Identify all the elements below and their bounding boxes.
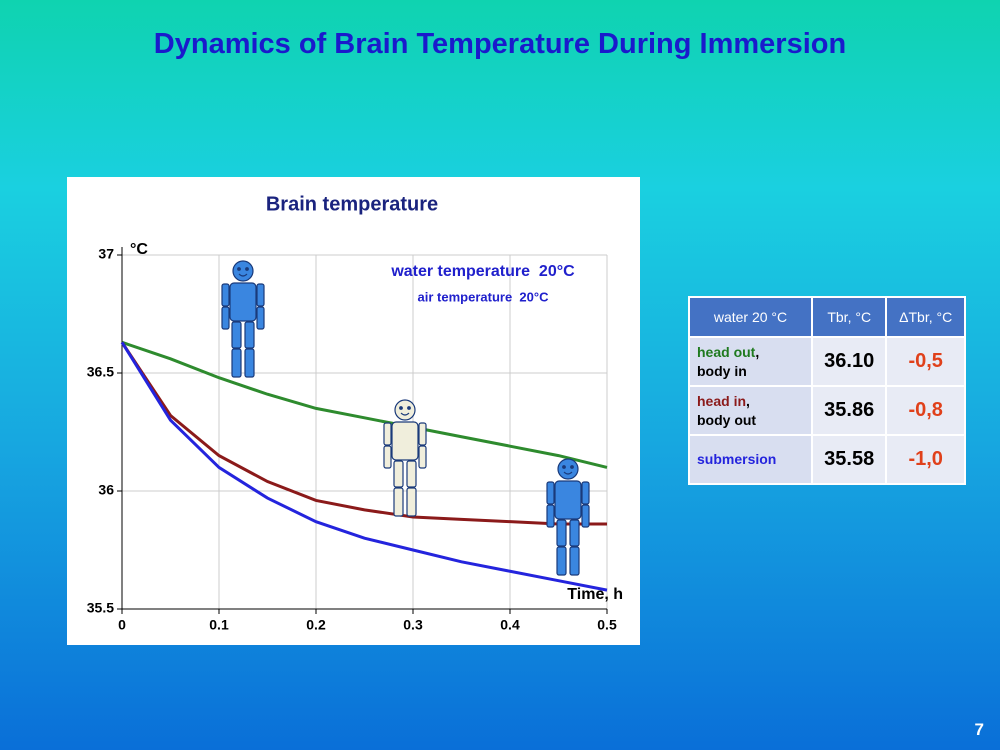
slide-title: Dynamics of Brain Temperature During Imm… xyxy=(153,28,847,60)
condition: submersion xyxy=(697,451,777,467)
plot-area: 35.5 36 36.5 37 0 0.1 0.2 0.3 0.4 0.5 xyxy=(87,246,617,633)
figure-submersion xyxy=(546,458,590,576)
page-number: 7 xyxy=(974,720,984,739)
y-tick-label: 36.5 xyxy=(87,364,114,380)
chart: 35.5 36 36.5 37 0 0.1 0.2 0.3 0.4 0.5 Brain tempe… xyxy=(67,177,640,645)
tbr-value: 35.58 xyxy=(810,434,888,485)
series-line xyxy=(120,341,607,526)
y-axis-label: °C xyxy=(130,241,148,258)
tbr-value: 35.86 xyxy=(810,385,888,436)
condition: head out xyxy=(697,343,756,360)
condition: head in xyxy=(697,392,747,409)
delta-value: -1,0 xyxy=(885,434,966,485)
condition-detail: body in xyxy=(697,362,747,379)
table-header: ΔTbr, °C xyxy=(885,296,966,338)
results-table: water 20 °C Tbr, °C ΔTbr, °C head out, bo… xyxy=(688,296,966,485)
chart-title: Brain temperature xyxy=(266,193,438,215)
table-header: Tbr, °C xyxy=(810,296,888,338)
annotation: water temperature 20°C xyxy=(390,263,575,280)
x-tick-label: 0.2 xyxy=(306,617,326,633)
y-tick-label: 37 xyxy=(98,246,114,262)
x-tick-label: 0.4 xyxy=(500,617,520,633)
table-row: head out, body in 36.10 -0,5 xyxy=(688,336,966,387)
condition-suffix: , xyxy=(746,392,750,409)
annotation: air temperature 20°C xyxy=(418,289,550,304)
table-row: submersion 35.58 -1,0 xyxy=(688,434,966,485)
figure-head-in xyxy=(383,399,427,517)
x-axis-label: Time, h xyxy=(567,586,623,603)
x-tick-label: 0.3 xyxy=(403,617,423,633)
condition-cell: head out, body in xyxy=(688,336,813,387)
delta-value: -0,8 xyxy=(885,385,966,436)
y-tick-label: 35.5 xyxy=(87,600,114,616)
table-row: head in, body out 35.86 -0,8 xyxy=(688,385,966,436)
x-tick-label: 0 xyxy=(118,617,126,633)
figure-head-out xyxy=(221,260,265,378)
x-tick-label: 0.1 xyxy=(209,617,229,633)
condition-cell: submersion xyxy=(688,434,813,485)
y-tick-label: 36 xyxy=(98,482,114,498)
condition-detail: body out xyxy=(697,411,757,428)
series-line xyxy=(120,341,608,592)
condition-suffix: , xyxy=(755,343,760,360)
table-header: water 20 °C xyxy=(688,296,813,338)
delta-value: -0,5 xyxy=(885,336,966,387)
condition-cell: head in, body out xyxy=(688,385,813,436)
series-line xyxy=(121,340,608,469)
x-tick-label: 0.5 xyxy=(597,617,617,633)
tbr-value: 36.10 xyxy=(810,336,888,387)
